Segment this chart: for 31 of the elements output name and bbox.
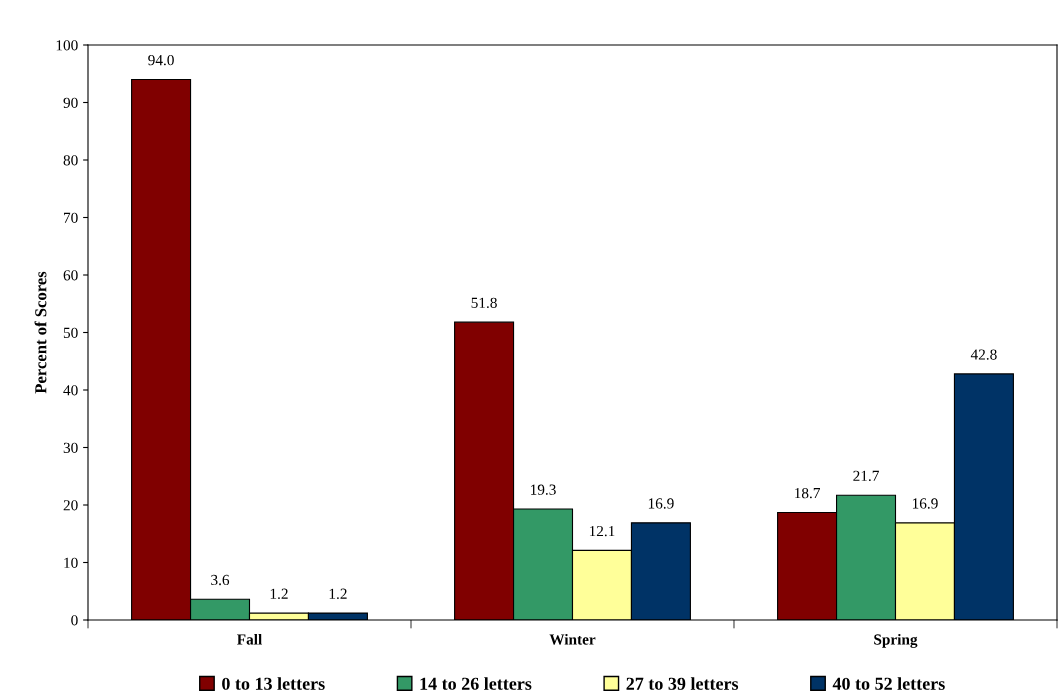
legend-label: 40 to 52 letters <box>832 677 945 690</box>
legend-label: 0 to 13 letters <box>222 677 325 690</box>
y-axis-title: Percent of Scores <box>34 271 47 394</box>
data-label: 19.3 <box>531 484 556 495</box>
x-tick-label: Winter <box>549 633 596 645</box>
data-label: 51.8 <box>471 297 497 308</box>
y-tick-label: 60 <box>63 270 78 281</box>
data-label: 12.1 <box>589 525 615 537</box>
data-label: 42.8 <box>970 349 997 360</box>
data-label: 94.0 <box>148 54 174 66</box>
x-tick-label: Spring <box>874 633 918 648</box>
legend-label: 27 to 39 letters <box>626 677 739 690</box>
data-label: 3.6 <box>211 574 230 586</box>
y-tick-label: 40 <box>63 385 78 396</box>
y-tick-label: 10 <box>64 557 78 568</box>
data-label: 1.2 <box>329 588 347 599</box>
y-tick-label: 70 <box>64 212 78 223</box>
data-label: 1.2 <box>270 588 288 599</box>
y-tick-label: 100 <box>56 40 78 51</box>
y-tick-label: 20 <box>63 500 78 511</box>
data-label: 21.7 <box>853 470 879 482</box>
x-tick-label: Fall <box>237 633 262 645</box>
data-label: 18.7 <box>795 487 821 499</box>
y-tick-label: 80 <box>63 155 78 166</box>
data-label: 16.9 <box>912 498 938 509</box>
y-tick-label: 90 <box>63 97 78 108</box>
data-label: 16.9 <box>648 498 674 509</box>
y-tick-label: 30 <box>63 442 78 453</box>
y-tick-label: 50 <box>63 327 78 338</box>
y-tick-label: 0 <box>71 615 78 626</box>
legend-label: 14 to 26 letters <box>420 677 532 690</box>
